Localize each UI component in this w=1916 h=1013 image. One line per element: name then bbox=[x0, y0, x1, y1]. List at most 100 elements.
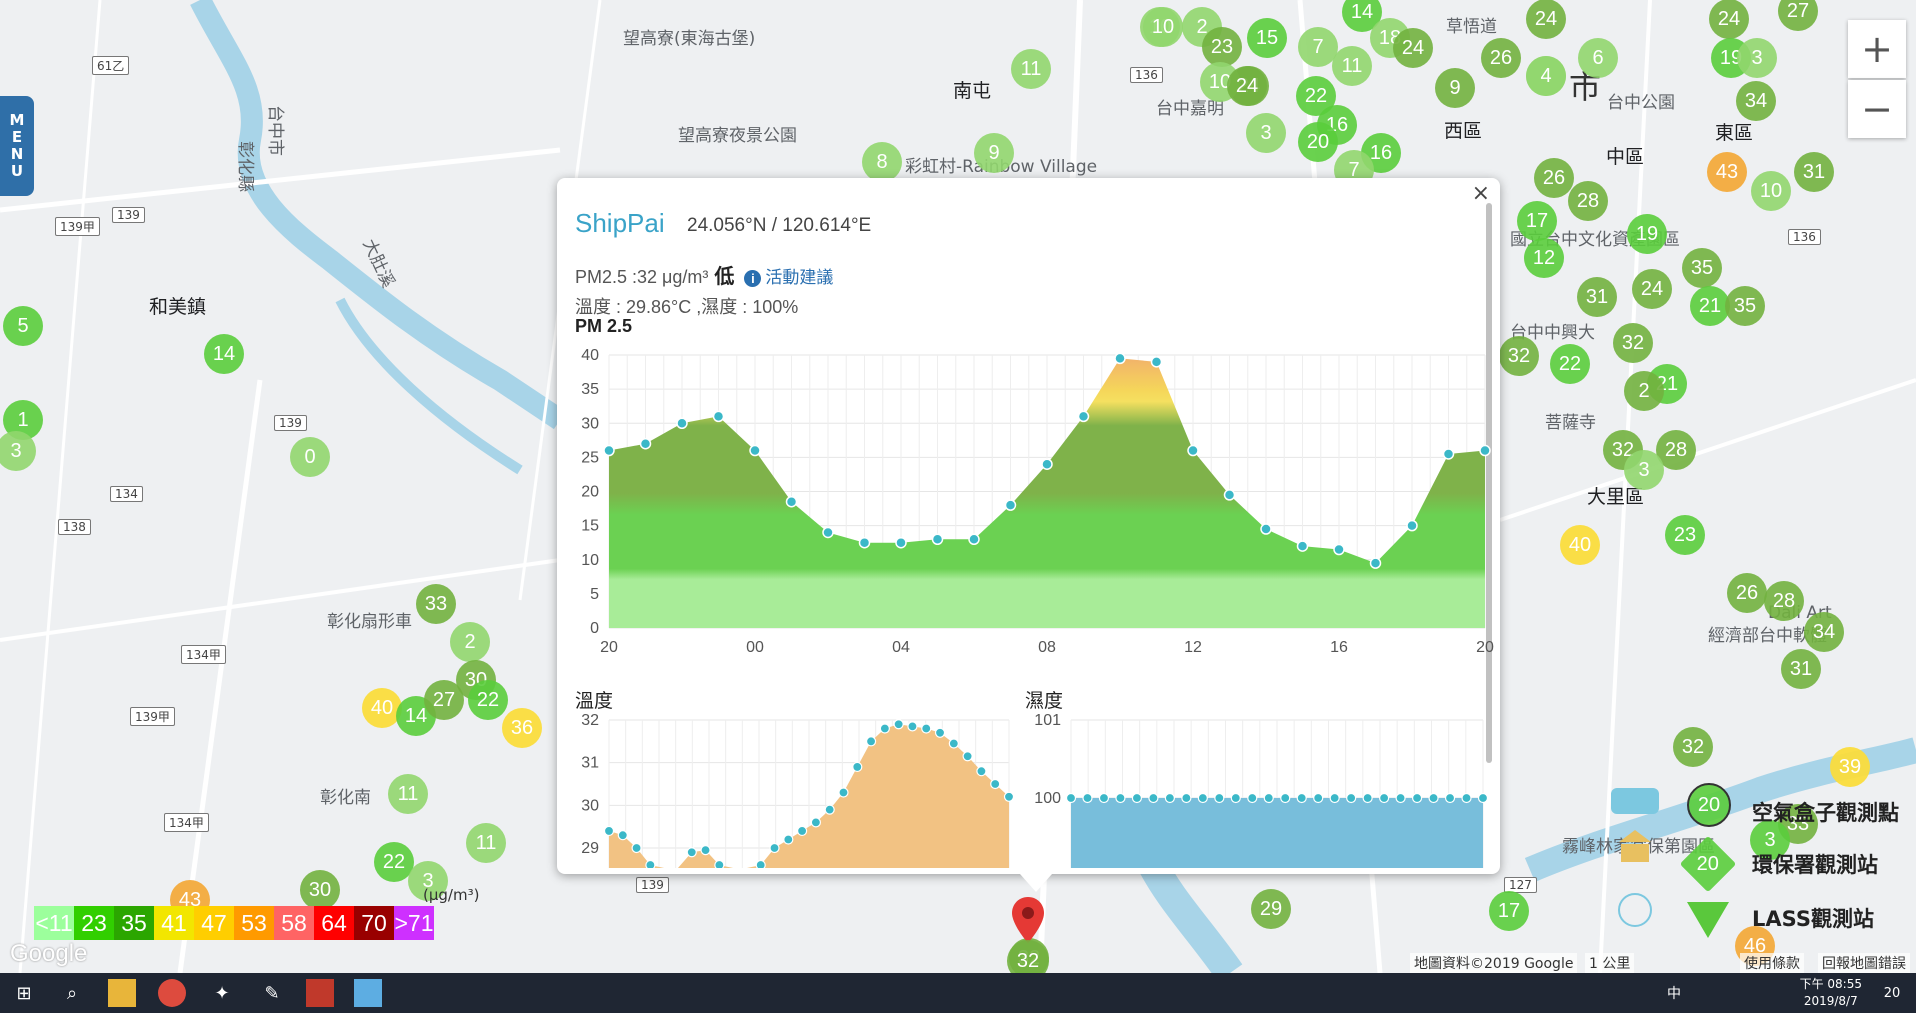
aqi-marker[interactable]: 11 bbox=[1011, 49, 1051, 89]
aqi-marker[interactable]: 32 bbox=[1673, 727, 1713, 767]
aqi-marker[interactable]: 21 bbox=[1690, 286, 1730, 326]
notification-badge[interactable]: 20 bbox=[1883, 985, 1901, 1001]
search-icon[interactable]: ⌕ bbox=[66, 982, 78, 1004]
road-shield: 127 bbox=[1504, 877, 1537, 893]
aqi-marker[interactable]: 24 bbox=[1709, 0, 1749, 39]
aqi-marker[interactable]: 40 bbox=[1560, 525, 1600, 565]
aqi-marker[interactable]: 3 bbox=[408, 861, 448, 901]
aqi-marker[interactable]: 34 bbox=[1736, 81, 1776, 121]
aqi-marker[interactable]: 11 bbox=[1332, 46, 1372, 86]
aqi-marker[interactable]: 14 bbox=[396, 696, 436, 736]
aqi-marker[interactable]: 5 bbox=[3, 306, 43, 346]
aqi-marker[interactable]: 3 bbox=[1624, 450, 1664, 490]
aqi-marker[interactable]: 3 bbox=[1750, 820, 1790, 860]
app-icon[interactable]: ✎ bbox=[264, 982, 280, 1004]
aqi-marker[interactable]: 2 bbox=[450, 622, 490, 662]
menu-button[interactable]: M E N U bbox=[0, 96, 34, 196]
aqi-marker[interactable]: 32 bbox=[1603, 430, 1643, 470]
close-button[interactable]: × bbox=[1471, 181, 1490, 206]
ime-indicator[interactable]: 中 bbox=[1667, 986, 1681, 1002]
aqi-marker[interactable]: 11 bbox=[388, 774, 428, 814]
aqi-marker[interactable]: 11 bbox=[466, 823, 506, 863]
aqi-marker[interactable]: 17 bbox=[1489, 891, 1529, 931]
aqi-marker[interactable]: 24 bbox=[1632, 269, 1672, 309]
aqi-marker[interactable]: 10 bbox=[1143, 7, 1183, 47]
aqi-marker[interactable]: 24 bbox=[1227, 66, 1267, 106]
aqi-marker[interactable]: 17 bbox=[1517, 201, 1557, 241]
aqi-marker[interactable]: 39 bbox=[1830, 747, 1870, 787]
aqi-marker[interactable]: 10 bbox=[1751, 171, 1791, 211]
aqi-marker[interactable]: 15 bbox=[1247, 18, 1287, 58]
map-view[interactable]: 望高寮(東海古堡) 望高寮夜景公園 南屯 彩虹村-Rainbow Village… bbox=[0, 0, 1916, 973]
aqi-marker[interactable]: 27 bbox=[1778, 0, 1818, 31]
file-explorer-icon[interactable] bbox=[108, 979, 136, 1007]
aqi-marker[interactable]: 12 bbox=[1524, 238, 1564, 278]
aqi-marker[interactable]: 28 bbox=[1764, 581, 1804, 621]
chrome-icon[interactable] bbox=[158, 979, 186, 1007]
aqi-marker[interactable]: 3 bbox=[1737, 38, 1777, 78]
app-icon[interactable] bbox=[354, 979, 382, 1007]
aqi-marker[interactable]: 14 bbox=[204, 334, 244, 374]
app-icon[interactable] bbox=[306, 979, 334, 1007]
aqi-marker[interactable]: 29 bbox=[1251, 889, 1291, 929]
aqi-marker[interactable]: 4 bbox=[1526, 56, 1566, 96]
aqi-marker[interactable]: 35 bbox=[1725, 286, 1765, 326]
pm-level: 低 bbox=[714, 266, 735, 288]
aqi-marker[interactable]: 26 bbox=[1727, 573, 1767, 613]
aqi-marker[interactable]: 31 bbox=[1794, 152, 1834, 192]
aqi-marker[interactable]: 14 bbox=[1342, 0, 1382, 32]
aqi-marker[interactable]: 30 bbox=[300, 870, 340, 910]
aqi-marker[interactable]: 22 bbox=[1550, 344, 1590, 384]
aqi-marker[interactable]: 0 bbox=[290, 437, 330, 477]
aqi-marker[interactable]: 32 bbox=[1613, 323, 1653, 363]
aqi-marker[interactable]: 26 bbox=[1534, 158, 1574, 198]
aqi-marker[interactable]: 35 bbox=[1682, 248, 1722, 288]
aqi-marker[interactable]: 33 bbox=[1778, 804, 1818, 844]
road-shield: 139甲 bbox=[130, 707, 175, 726]
humidity-point bbox=[1181, 792, 1192, 804]
clock[interactable]: 下午 08:55 2019/8/7 bbox=[1800, 976, 1862, 1010]
location-pin-icon[interactable] bbox=[1010, 895, 1046, 945]
humidity-point bbox=[1346, 792, 1357, 804]
aqi-marker[interactable]: 9 bbox=[1435, 68, 1475, 108]
aqi-marker[interactable]: 22 bbox=[468, 680, 508, 720]
report-error-link[interactable]: 回報地圖錯誤 bbox=[1818, 953, 1910, 973]
humidity-point bbox=[1247, 792, 1258, 804]
aqi-marker[interactable]: 40 bbox=[362, 688, 402, 728]
terms-link[interactable]: 使用條款 bbox=[1740, 953, 1804, 973]
aqi-marker[interactable]: 43 bbox=[1707, 152, 1747, 192]
aqi-marker[interactable]: 24 bbox=[1393, 28, 1433, 68]
zoom-out-button[interactable]: − bbox=[1848, 80, 1906, 138]
aqi-marker[interactable]: 8 bbox=[862, 142, 902, 182]
aqi-marker[interactable]: 27 bbox=[424, 680, 464, 720]
windows-start-icon[interactable]: ⊞ bbox=[16, 982, 32, 1004]
zoom-in-button[interactable]: + bbox=[1848, 20, 1906, 78]
aqi-marker[interactable]: 18 bbox=[1370, 18, 1410, 58]
aqi-marker[interactable]: 24 bbox=[1526, 0, 1566, 39]
advice-link[interactable]: 活動建議 bbox=[765, 268, 834, 287]
aqi-marker[interactable]: 31 bbox=[1781, 649, 1821, 689]
aqi-marker[interactable]: 3 bbox=[0, 431, 36, 471]
aqi-marker[interactable]: 23 bbox=[1665, 515, 1705, 555]
aqi-marker[interactable]: 22 bbox=[374, 842, 414, 882]
aqi-marker[interactable]: 3 bbox=[1246, 113, 1286, 153]
info-icon[interactable]: i bbox=[744, 270, 762, 287]
pm25-point bbox=[1442, 448, 1455, 460]
aqi-marker[interactable]: 28 bbox=[1568, 181, 1608, 221]
aqi-marker[interactable]: 34 bbox=[1804, 612, 1844, 652]
aqi-marker[interactable]: 31 bbox=[1577, 277, 1617, 317]
aqi-marker[interactable]: 20 bbox=[1298, 122, 1338, 162]
aqi-marker[interactable]: 33 bbox=[416, 584, 456, 624]
aqi-marker[interactable]: 19 bbox=[1627, 214, 1667, 254]
aqi-marker[interactable]: 9 bbox=[974, 133, 1014, 173]
aqi-marker[interactable]: 32 bbox=[1499, 336, 1539, 376]
app-icon[interactable]: ✦ bbox=[214, 982, 230, 1004]
aqi-marker[interactable]: 2 bbox=[1624, 371, 1664, 411]
pm25-point bbox=[822, 526, 834, 539]
popup-scrollbar[interactable] bbox=[1486, 203, 1492, 763]
aqi-marker[interactable]: 6 bbox=[1578, 38, 1618, 78]
aqi-marker[interactable]: 26 bbox=[1481, 38, 1521, 78]
aqi-marker[interactable]: 36 bbox=[502, 708, 542, 748]
aqi-marker[interactable]: 7 bbox=[1298, 27, 1338, 67]
aqi-marker[interactable]: 23 bbox=[1202, 27, 1242, 67]
